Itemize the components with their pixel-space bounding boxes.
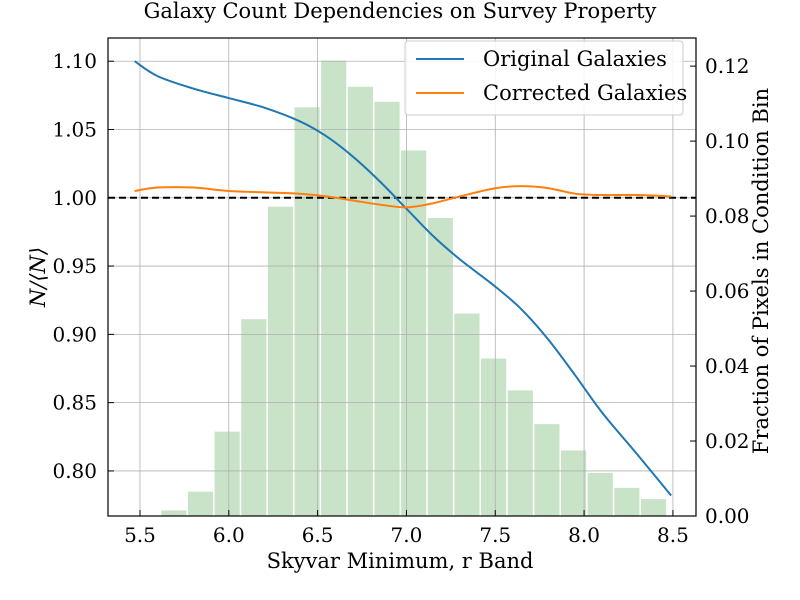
series-line-corrected: [134, 185, 672, 209]
histogram-bar: [481, 358, 507, 516]
chart-title: Galaxy Count Dependencies on Survey Prop…: [144, 0, 657, 23]
histogram-layer: [161, 60, 667, 517]
histogram-bar: [321, 60, 347, 517]
y-tick-label: 1.05: [52, 118, 97, 142]
y-tick-label: 1.10: [52, 49, 97, 73]
y2-tick-label: 0.00: [705, 504, 750, 528]
legend: Original Galaxies Corrected Galaxies: [404, 40, 687, 116]
y2-tick-label: 0.08: [705, 204, 750, 228]
y-tick-label: 0.85: [52, 391, 97, 415]
histogram-bar: [374, 101, 400, 516]
x-tick-label: 5.5: [124, 523, 156, 547]
histogram-bar: [614, 487, 640, 516]
y2-tick-label: 0.04: [705, 354, 750, 378]
y-tick-label: 0.95: [52, 254, 97, 278]
y2-tick-label: 0.02: [705, 429, 750, 453]
histogram-bar: [267, 206, 294, 517]
histogram-bar: [507, 390, 533, 516]
histogram-bar: [587, 472, 613, 516]
right-axis-label: Fraction of Pixels in Condition Bin: [749, 88, 773, 454]
y2-tick-label: 0.10: [705, 129, 750, 153]
histogram-bar: [214, 431, 240, 516]
histogram-bar: [347, 86, 373, 517]
axis-layer: 5.5 6.0 6.5 7.0 7.5 8.0 8.5 0.80 0.85 0.90 0.95 1.0…: [52, 49, 749, 547]
plot-frame: [107, 37, 697, 517]
x-tick-label: 8.0: [568, 523, 600, 547]
histogram-bar: [294, 107, 320, 516]
grid-layer: [108, 38, 696, 516]
histogram-bar: [187, 491, 214, 516]
legend-label-original: Original Galaxies: [483, 47, 667, 71]
histogram-bar: [640, 499, 667, 516]
series-layer: [134, 60, 672, 497]
histogram-bar: [534, 424, 560, 516]
histogram-bar: [241, 319, 267, 516]
legend-label-corrected: Corrected Galaxies: [483, 81, 687, 105]
x-tick-label: 6.0: [213, 523, 245, 547]
legend-box: [404, 40, 684, 116]
y2-tick-label: 0.12: [705, 54, 750, 78]
histogram-bar: [401, 150, 427, 516]
x-tick-label: 8.5: [657, 523, 689, 547]
histogram-bar: [427, 217, 453, 516]
x-axis-label: Skyvar Minimum, r Band: [267, 549, 534, 573]
y-axis-label: N/⟨N⟩: [26, 247, 50, 308]
x-tick-label: 7.5: [479, 523, 511, 547]
histogram-bar: [161, 510, 187, 516]
y2-tick-label: 0.06: [705, 279, 750, 303]
histogram-bar: [560, 450, 587, 516]
y-tick-label: 0.80: [52, 459, 97, 483]
y-tick-label: 1.00: [52, 186, 97, 210]
x-tick-label: 6.5: [302, 523, 334, 547]
y-tick-label: 0.90: [52, 322, 97, 346]
series-line-original: [134, 60, 672, 497]
x-tick-label: 7.0: [391, 523, 423, 547]
histogram-bar: [454, 313, 480, 516]
